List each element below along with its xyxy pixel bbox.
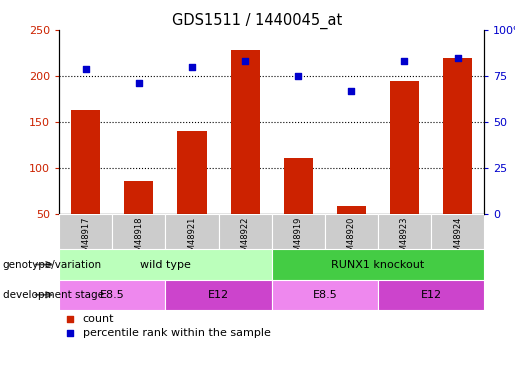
Point <box>241 58 249 64</box>
Bar <box>71 110 100 214</box>
Point <box>400 58 408 64</box>
Text: genotype/variation: genotype/variation <box>3 260 101 270</box>
Bar <box>112 214 165 249</box>
Point <box>188 64 196 70</box>
Text: GSM48919: GSM48919 <box>294 217 303 262</box>
Point <box>66 330 74 336</box>
Point <box>294 73 302 79</box>
Bar <box>165 214 218 249</box>
Text: E12: E12 <box>420 290 441 300</box>
Text: E8.5: E8.5 <box>100 290 125 300</box>
Bar <box>271 249 484 280</box>
Bar <box>325 214 378 249</box>
Bar <box>337 206 366 214</box>
Bar <box>177 131 207 214</box>
Bar <box>165 280 271 310</box>
Text: GSM48921: GSM48921 <box>187 217 197 262</box>
Text: GSM48918: GSM48918 <box>134 217 143 262</box>
Text: GSM48917: GSM48917 <box>81 217 90 262</box>
Text: GSM48920: GSM48920 <box>347 217 356 262</box>
Text: GSM48924: GSM48924 <box>453 217 462 262</box>
Bar <box>443 58 472 214</box>
Bar <box>59 280 165 310</box>
Text: E12: E12 <box>208 290 229 300</box>
Bar <box>390 81 419 214</box>
Bar <box>59 214 112 249</box>
Bar <box>378 214 431 249</box>
Point <box>453 55 461 61</box>
Point <box>82 66 90 72</box>
Text: E8.5: E8.5 <box>313 290 337 300</box>
Bar <box>271 214 325 249</box>
Text: wild type: wild type <box>140 260 191 270</box>
Bar <box>59 249 271 280</box>
Bar <box>284 158 313 214</box>
Point <box>135 80 143 86</box>
Bar <box>271 280 378 310</box>
Bar <box>231 50 260 214</box>
Text: percentile rank within the sample: percentile rank within the sample <box>82 328 270 338</box>
Text: GDS1511 / 1440045_at: GDS1511 / 1440045_at <box>173 13 342 29</box>
Text: GSM48923: GSM48923 <box>400 217 409 262</box>
Bar <box>218 214 271 249</box>
Bar <box>431 214 484 249</box>
Point <box>66 316 74 322</box>
Text: RUNX1 knockout: RUNX1 knockout <box>331 260 424 270</box>
Text: development stage: development stage <box>3 290 104 300</box>
Point <box>347 88 355 94</box>
Bar <box>124 181 153 214</box>
Text: count: count <box>82 314 114 324</box>
Text: GSM48922: GSM48922 <box>241 217 250 262</box>
Bar <box>378 280 484 310</box>
